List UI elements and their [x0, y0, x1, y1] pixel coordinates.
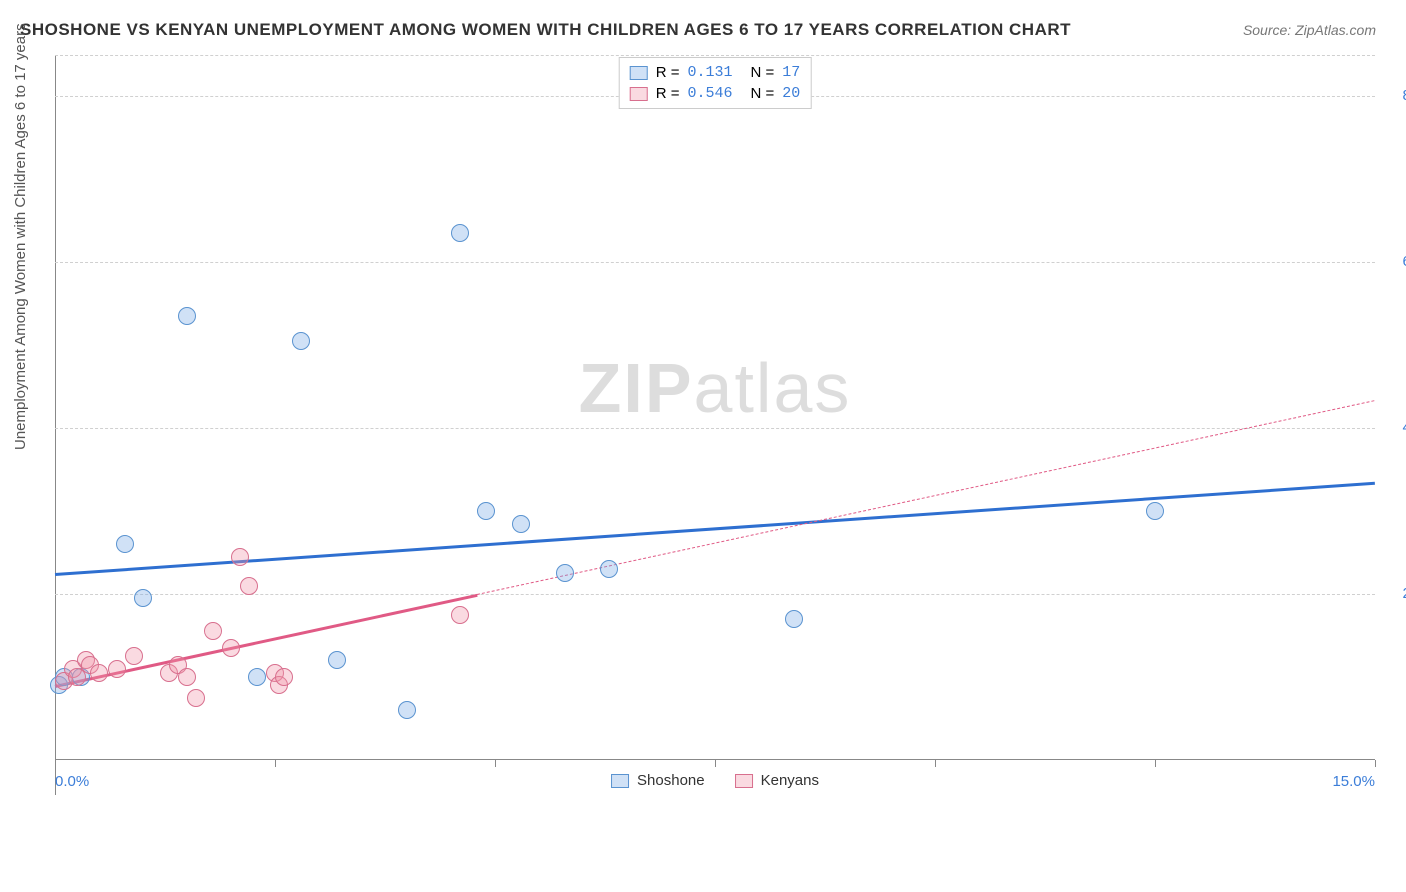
- data-point: [556, 564, 574, 582]
- legend-series: Shoshone Kenyans: [611, 772, 819, 789]
- data-point: [108, 660, 126, 678]
- plot-area: ZIPatlas 20.0%40.0%60.0%80.0%0.0%15.0%R …: [55, 55, 1375, 795]
- n-label: N =: [751, 64, 775, 81]
- chart-container: SHOSHONE VS KENYAN UNEMPLOYMENT AMONG WO…: [0, 0, 1406, 892]
- legend-item: Shoshone: [611, 772, 705, 789]
- x-tick: [275, 760, 276, 767]
- legend-label: Shoshone: [637, 772, 705, 789]
- watermark: ZIPatlas: [579, 348, 852, 428]
- data-point: [204, 622, 222, 640]
- r-label: R =: [656, 64, 680, 81]
- n-label: N =: [751, 85, 775, 102]
- x-tick: [1375, 760, 1376, 767]
- y-tick-label: 60.0%: [1385, 253, 1406, 270]
- y-tick-label: 40.0%: [1385, 419, 1406, 436]
- grid-line: [55, 262, 1375, 263]
- data-point: [134, 589, 152, 607]
- data-point: [600, 560, 618, 578]
- legend-item: Kenyans: [735, 772, 819, 789]
- data-point: [240, 577, 258, 595]
- data-point: [116, 535, 134, 553]
- grid-line: [55, 594, 1375, 595]
- r-value: 0.131: [687, 64, 732, 81]
- r-label: R =: [656, 85, 680, 102]
- data-point: [451, 224, 469, 242]
- data-point: [477, 502, 495, 520]
- legend-swatch: [630, 66, 648, 80]
- data-point: [785, 610, 803, 628]
- r-value: 0.546: [687, 85, 732, 102]
- x-tick: [495, 760, 496, 767]
- data-point: [292, 332, 310, 350]
- x-tick: [715, 760, 716, 767]
- data-point: [451, 606, 469, 624]
- x-tick: [935, 760, 936, 767]
- x-tick-label: 0.0%: [55, 773, 89, 790]
- x-tick: [1155, 760, 1156, 767]
- n-value: 17: [782, 64, 800, 81]
- legend-swatch: [611, 774, 629, 788]
- data-point: [328, 651, 346, 669]
- data-point: [398, 701, 416, 719]
- legend-swatch: [630, 87, 648, 101]
- legend-stats: R = 0.131 N = 17 R = 0.546 N = 20: [619, 57, 812, 109]
- y-axis-label: Unemployment Among Women with Children A…: [12, 23, 29, 450]
- chart-title: SHOSHONE VS KENYAN UNEMPLOYMENT AMONG WO…: [20, 20, 1071, 40]
- data-point: [512, 515, 530, 533]
- data-point: [178, 307, 196, 325]
- legend-stats-row: R = 0.131 N = 17: [630, 62, 801, 83]
- data-point: [1146, 502, 1164, 520]
- data-point: [248, 668, 266, 686]
- data-point: [125, 647, 143, 665]
- legend-stats-row: R = 0.546 N = 20: [630, 83, 801, 104]
- data-point: [275, 668, 293, 686]
- data-point: [178, 668, 196, 686]
- y-tick-label: 80.0%: [1385, 87, 1406, 104]
- n-value: 20: [782, 85, 800, 102]
- source-label: Source: ZipAtlas.com: [1243, 22, 1376, 38]
- watermark-light: atlas: [694, 349, 852, 427]
- y-tick-label: 20.0%: [1385, 585, 1406, 602]
- x-tick: [55, 760, 56, 767]
- data-point: [90, 664, 108, 682]
- grid-line: [55, 55, 1375, 56]
- data-point: [222, 639, 240, 657]
- grid-line: [55, 428, 1375, 429]
- legend-label: Kenyans: [761, 772, 819, 789]
- data-point: [187, 689, 205, 707]
- data-point: [231, 548, 249, 566]
- x-tick-label: 15.0%: [1332, 773, 1375, 790]
- watermark-bold: ZIP: [579, 349, 694, 427]
- trend-line: [55, 482, 1375, 576]
- legend-swatch: [735, 774, 753, 788]
